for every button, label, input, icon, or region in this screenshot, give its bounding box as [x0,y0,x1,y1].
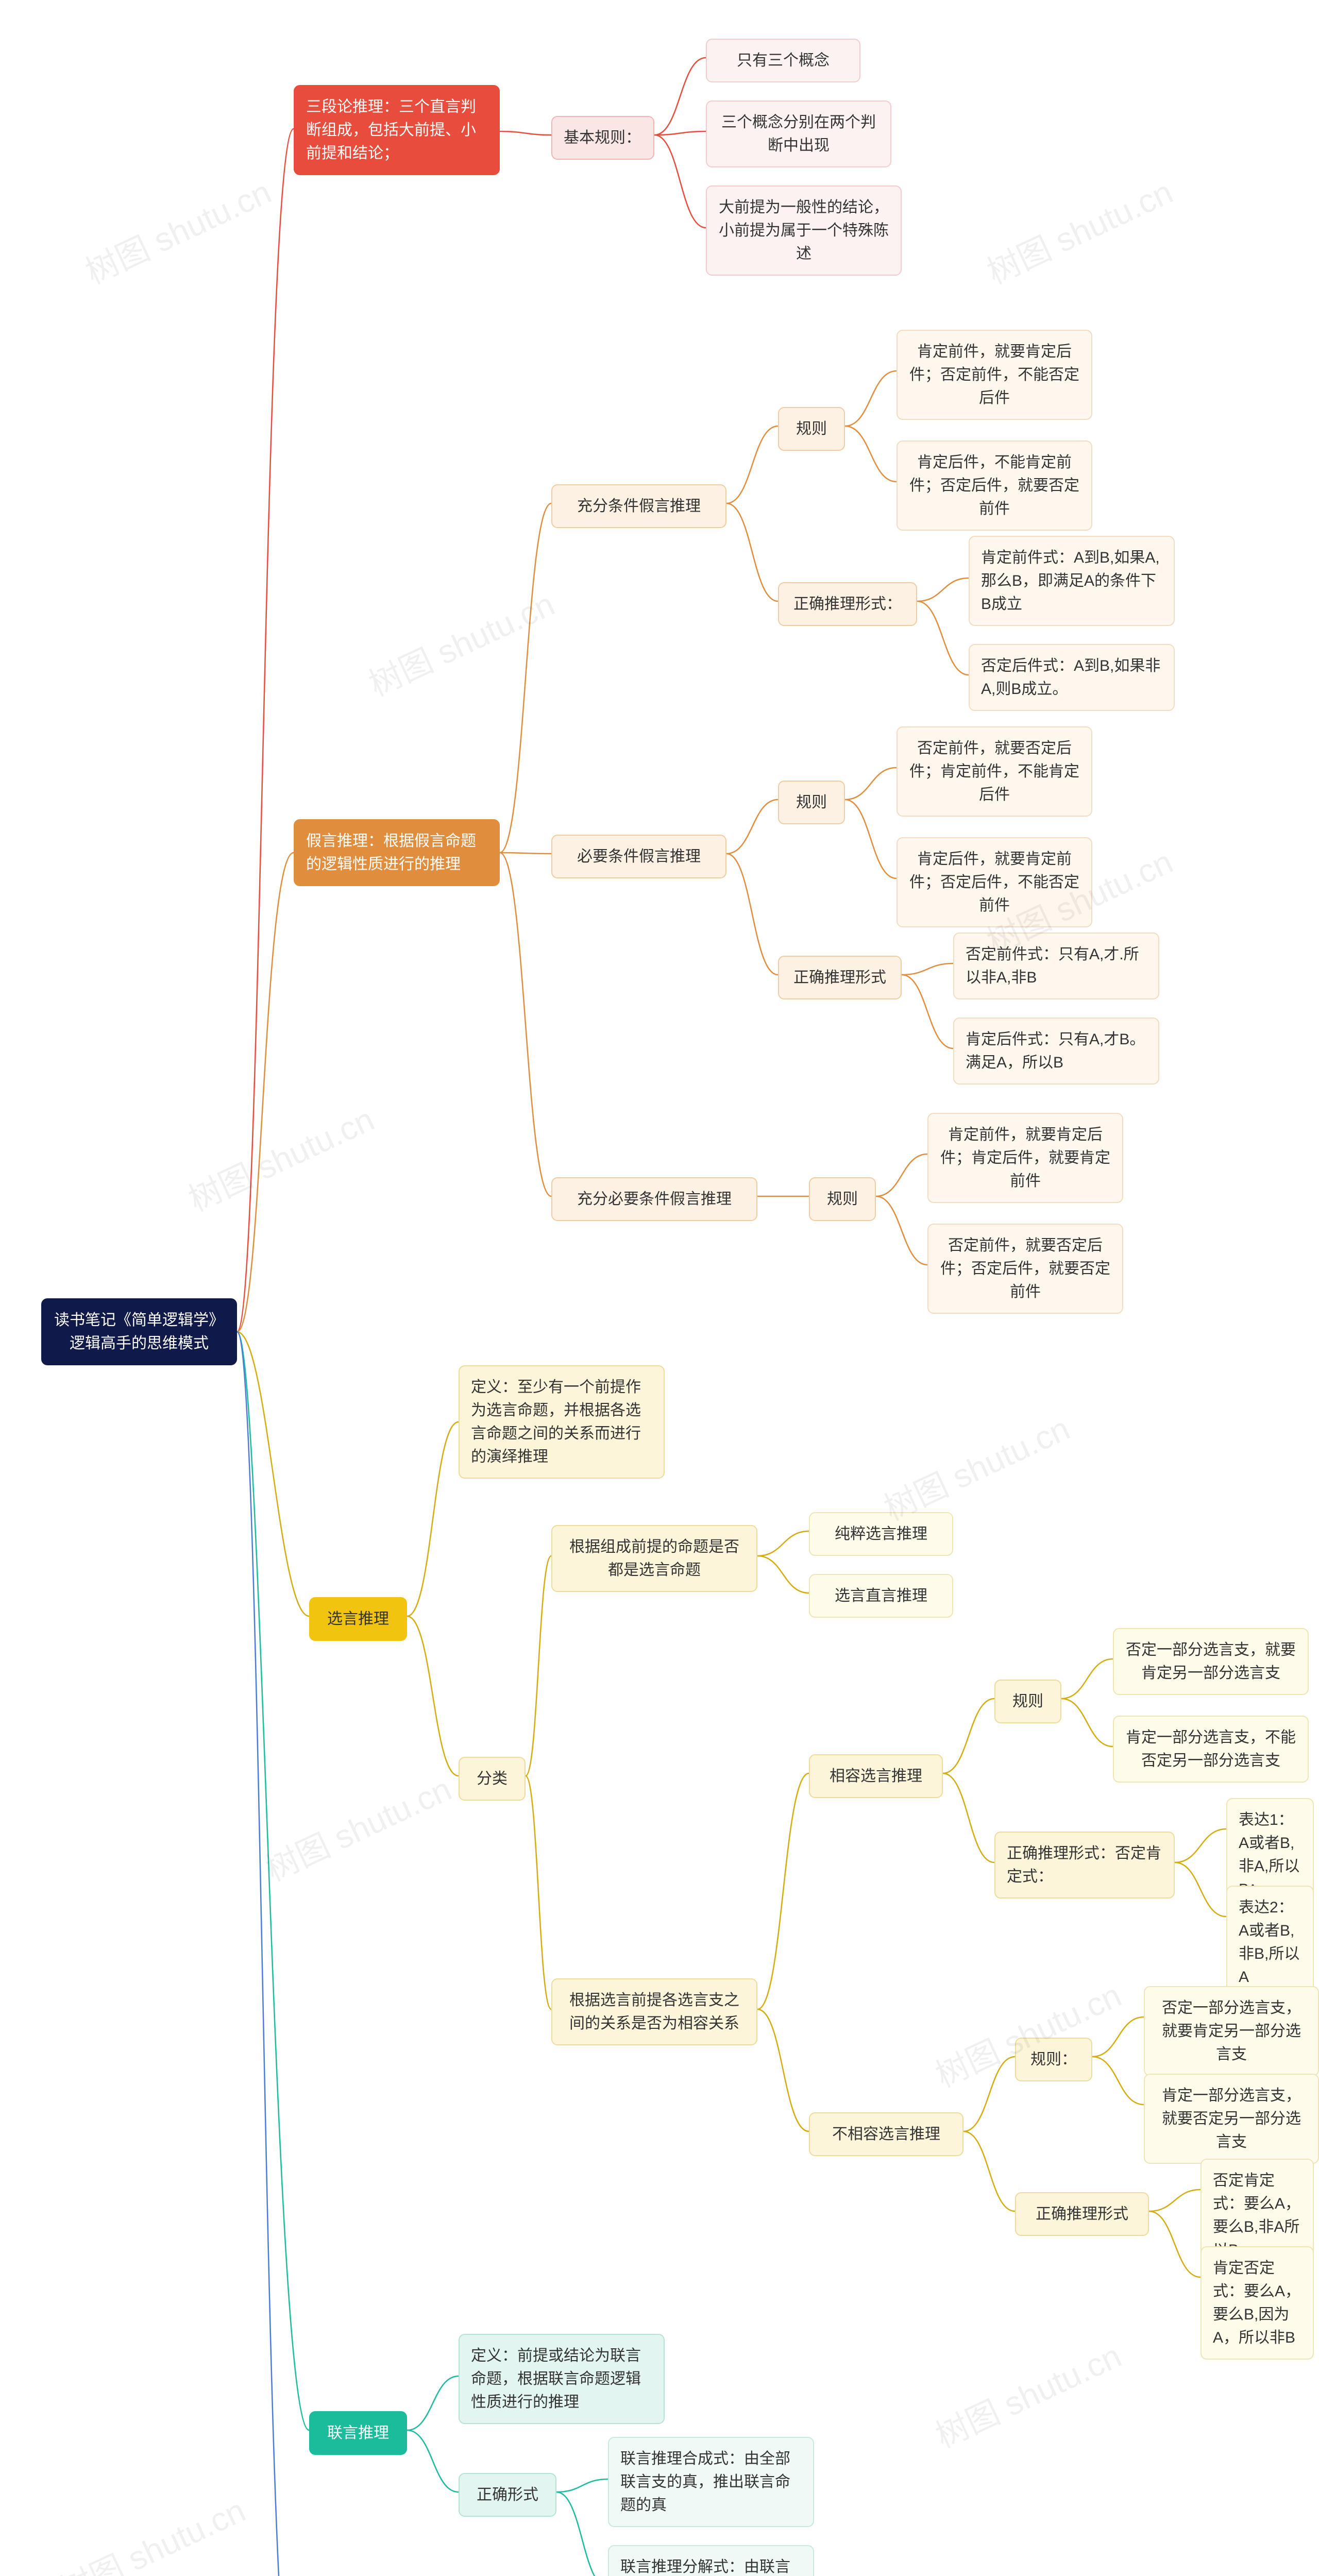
disj-comp-form-2: 表达2：A或者B,非B,所以A [1226,1886,1314,1999]
hypo-nec-rules: 规则 [778,781,845,824]
disj-incomp-rules: 规则： [1015,2038,1092,2081]
hypo-suffnec: 充分必要条件假言推理 [551,1177,757,1221]
hypo-nec-rule-1: 否定前件，就要否定后件；肯定前件，不能肯定后件 [897,726,1092,817]
hypo-suffnec-rule-2: 否定前件，就要否定后件；否定后件，就要否定前件 [927,1224,1123,1314]
disj-categorical: 选言直言推理 [809,1574,953,1618]
branch-hypothetical: 假言推理：根据假言命题的逻辑性质进行的推理 [294,819,500,886]
branch-syllogism: 三段论推理：三个直言判断组成，包括大前提、小前提和结论； [294,85,500,175]
disj-pure: 纯粹选言推理 [809,1512,953,1556]
disj-comp-rule-2: 肯定一部分选言支，不能否定另一部分选言支 [1113,1716,1309,1783]
disj-incomp-form-2: 肯定否定式：要么A，要么B,因为A，所以非B [1200,2246,1314,2360]
hypo-necessary: 必要条件假言推理 [551,835,726,878]
disj-incomp-rule-2: 肯定一部分选言支，就要否定另一部分选言支 [1144,2074,1319,2164]
disj-comp-rules: 规则 [994,1680,1061,1723]
disj-compatible: 相容选言推理 [809,1754,943,1798]
hypo-suff-rule-2: 肯定后件，不能肯定前件；否定后件，就要否定前件 [897,440,1092,531]
branch-disjunctive: 选言推理 [309,1597,407,1641]
hypo-nec-rule-2: 肯定后件，就要肯定前件；否定后件，不能否定前件 [897,837,1092,927]
hypo-sufficient: 充分条件假言推理 [551,484,726,528]
disj-incompatible: 不相容选言推理 [809,2112,963,2156]
disj-incomp-rule-1: 否定一部分选言支，就要肯定另一部分选言支 [1144,1986,1319,2076]
hypo-nec-form-1: 否定前件式：只有A,才.所以非A,非B [953,933,1159,999]
hypo-nec-form-2: 肯定后件式：只有A,才B。满足A，所以B [953,1018,1159,1084]
disj-class-1: 根据组成前提的命题是否都是选言命题 [551,1525,757,1592]
disj-incomp-forms: 正确推理形式 [1015,2192,1149,2236]
hypo-suff-form-2: 否定后件式：A到B,如果非A,则B成立。 [969,644,1175,711]
disj-comp-rule-1: 否定一部分选言支，就要肯定另一部分选言支 [1113,1628,1309,1695]
hypo-suffnec-rule-1: 肯定前件，就要肯定后件；肯定后件，就要肯定前件 [927,1113,1123,1203]
conj-forms: 正确形式 [459,2473,556,2517]
disj-definition: 定义：至少有一个前提作为选言命题，并根据各选言命题之间的关系而进行的演绎推理 [459,1365,665,1479]
hypo-suff-forms: 正确推理形式： [778,582,917,626]
root-node: 读书笔记《简单逻辑学》逻辑高手的思维模式 [41,1298,237,1365]
conj-definition: 定义：前提或结论为联言命题，根据联言命题逻辑性质进行的推理 [459,2334,665,2424]
hypo-suff-form-1: 肯定前件式：A到B,如果A,那么B，即满足A的条件下B成立 [969,536,1175,626]
disj-comp-forms: 正确推理形式：否定肯定式： [994,1832,1175,1899]
conj-form-1: 联言推理合成式：由全部联言支的真，推出联言命题的真 [608,2437,814,2527]
syllogism-rule-2: 三个概念分别在两个判断中出现 [706,100,891,167]
disj-class-2: 根据选言前提各选言支之间的关系是否为相容关系 [551,1978,757,2045]
syllogism-basic-rules: 基本规则： [551,116,654,160]
conj-form-2: 联言推理分解式：由联言命题的真，推出联言支的真 [608,2545,814,2576]
disj-classify: 分类 [459,1757,526,1801]
hypo-suff-rules: 规则 [778,407,845,451]
hypo-suff-rule-1: 肯定前件，就要肯定后件；否定前件，不能否定后件 [897,330,1092,420]
syllogism-rule-3: 大前提为一般性的结论，小前提为属于一个特殊陈述 [706,185,902,276]
hypo-suffnec-rules: 规则 [809,1177,876,1221]
syllogism-rule-1: 只有三个概念 [706,39,860,82]
hypo-nec-forms: 正确推理形式 [778,956,902,999]
branch-conjunctive: 联言推理 [309,2411,407,2455]
